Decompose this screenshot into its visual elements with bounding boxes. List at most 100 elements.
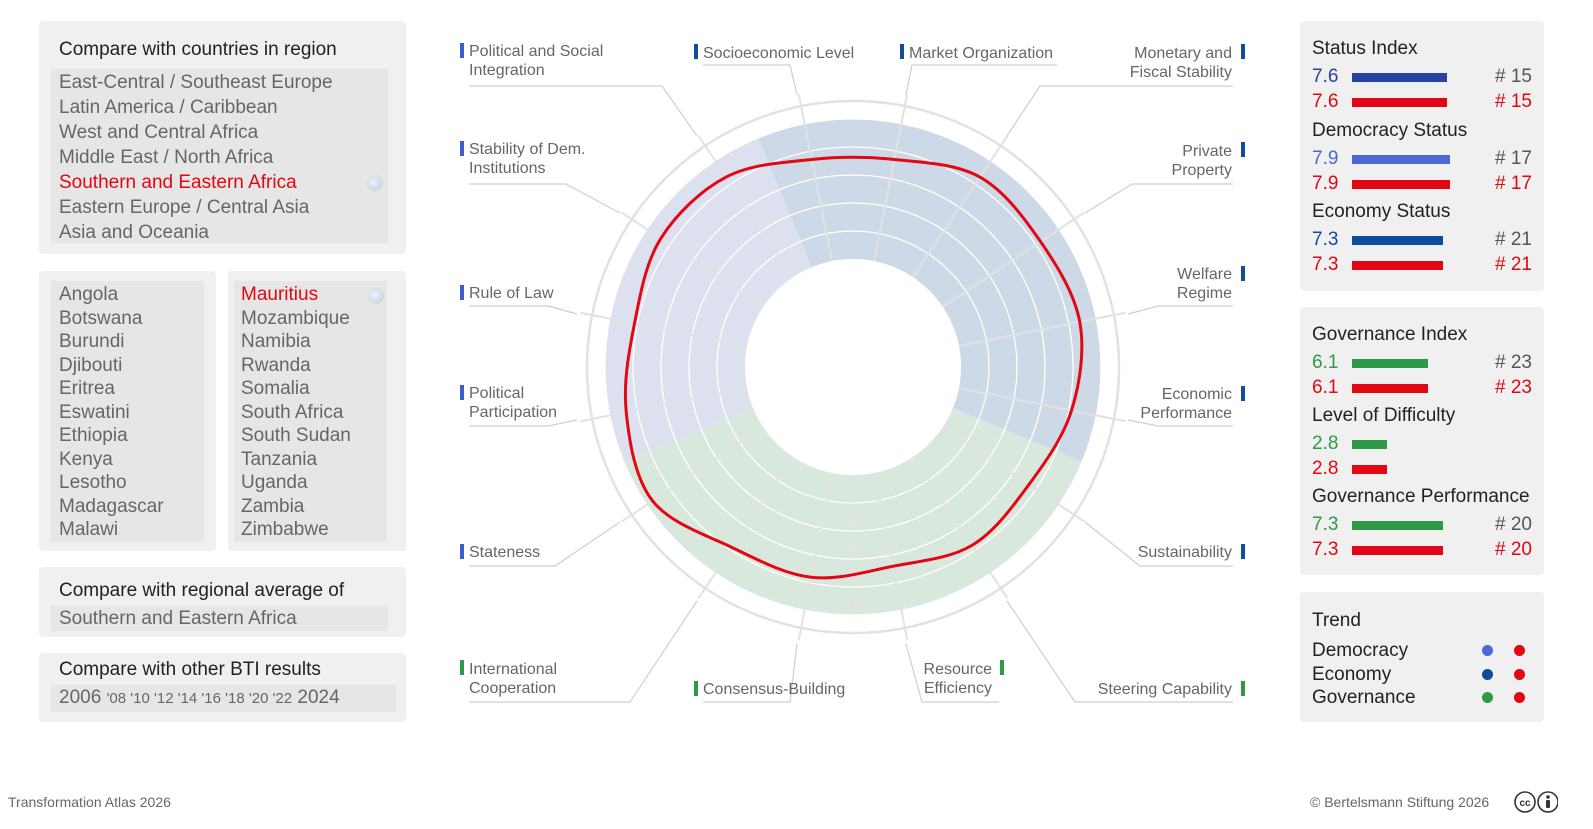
category-marker-icon <box>694 681 698 696</box>
radar-axis-label[interactable]: Private Property <box>1171 143 1232 179</box>
metric-value: 6.1 <box>1312 377 1339 398</box>
category-marker-icon <box>1241 142 1245 157</box>
radar-axis-label[interactable]: Sustainability <box>1137 544 1232 561</box>
metric-value: 7.6 <box>1312 66 1339 87</box>
category-marker-icon <box>1241 544 1245 559</box>
radar-axis-label[interactable]: Resource Efficiency <box>923 661 992 697</box>
radar-spoke <box>580 311 748 347</box>
economy-sector <box>758 119 1101 462</box>
radar-axis-label[interactable]: Rule of Law <box>469 285 554 302</box>
radar-axis-label[interactable]: Socioeconomic Level <box>703 45 855 62</box>
region-list <box>51 69 388 243</box>
year-2024[interactable]: 2024 <box>297 687 340 708</box>
region-item[interactable]: Eastern Europe / Central Asia <box>59 197 310 218</box>
country-item[interactable]: Botswana <box>59 307 143 329</box>
metric-value: 7.3 <box>1312 539 1339 560</box>
radar-center <box>745 259 961 475</box>
label-leader-line <box>1084 183 1233 214</box>
trend-label: Economy <box>1312 663 1392 685</box>
radar-spoke <box>797 472 833 640</box>
regional-average-panel: Compare with regional average of Souther… <box>39 567 406 637</box>
region-item[interactable]: Asia and Oceania <box>59 222 209 243</box>
trend-dot-icon[interactable] <box>1514 692 1525 703</box>
country-item[interactable]: Malawi <box>59 519 119 540</box>
metric-bar <box>1352 359 1428 368</box>
country-item[interactable]: Somalia <box>241 378 310 399</box>
country-item[interactable]: Madagascar <box>59 495 164 517</box>
country-item[interactable]: Uganda <box>241 472 308 493</box>
country-item[interactable]: Namibia <box>241 331 311 352</box>
metric-value: 7.6 <box>1312 91 1339 112</box>
radar-spoke <box>873 472 909 640</box>
radar-axis-label[interactable]: Monetary and Fiscal Stability <box>1129 45 1232 81</box>
category-marker-icon <box>1241 386 1245 401</box>
country-item[interactable]: South Africa <box>241 401 344 423</box>
trend-dot-icon[interactable] <box>1514 645 1525 656</box>
country-item[interactable]: Mozambique <box>241 307 350 329</box>
metric-bar <box>1352 73 1447 82</box>
radar-ring <box>604 118 1102 616</box>
country-item[interactable]: Zambia <box>241 495 305 517</box>
metric-value: 2.8 <box>1312 458 1339 479</box>
trend-dot-icon[interactable] <box>1482 668 1493 680</box>
country-item[interactable]: Burundi <box>59 331 125 352</box>
year-selector[interactable]: 2006 '08 '10 '12 '14 '16 '18 '20 '22 202… <box>59 687 340 709</box>
radar-axis-label[interactable]: Steering Capability <box>1097 681 1232 698</box>
radar-spoke <box>942 426 1085 523</box>
radar-spoke <box>580 387 748 423</box>
trend-dot-icon[interactable] <box>1482 692 1493 703</box>
region-item[interactable]: West and Central Africa <box>59 122 259 143</box>
category-marker-icon <box>460 544 464 559</box>
country-item[interactable]: Tanzania <box>241 448 318 470</box>
radar-spoke <box>942 211 1085 308</box>
radar-spoke <box>958 387 1126 423</box>
governance-performance-title: Governance Performance <box>1312 486 1530 507</box>
trend-dot-icon[interactable] <box>1482 645 1493 656</box>
year-intermediate[interactable]: '08 '10 '12 '14 '16 '18 '20 '22 <box>106 690 293 707</box>
country-item[interactable]: Angola <box>59 284 119 305</box>
regional-average-select[interactable]: Southern and Eastern Africa <box>59 608 297 629</box>
country-item[interactable]: Rwanda <box>241 354 311 376</box>
trend-dot-icon[interactable] <box>1514 668 1525 680</box>
governance-panel <box>1300 307 1544 575</box>
metric-rank: # 17 <box>1495 148 1532 169</box>
radar-outer-ring <box>585 99 1121 635</box>
radar-spoke <box>912 135 1009 278</box>
region-item[interactable]: Middle East / North Africa <box>59 147 274 168</box>
radar-axis-label[interactable]: Stability of Dem. Institutions <box>469 141 586 177</box>
radar-axis-label[interactable]: International Cooperation <box>469 661 558 697</box>
country-item[interactable]: Kenya <box>59 448 113 470</box>
metric-bar <box>1352 465 1387 474</box>
country-item[interactable]: Eswatini <box>59 401 130 423</box>
metric-bar <box>1352 155 1451 164</box>
region-panel-title: Compare with countries in region <box>59 39 337 60</box>
radar-axis-label[interactable]: Economic Performance <box>1140 386 1232 422</box>
country-item[interactable]: Ethiopia <box>59 425 128 446</box>
metric-bar <box>1352 546 1443 555</box>
label-leader-line <box>1006 85 1233 137</box>
country-item[interactable]: Lesotho <box>59 472 127 493</box>
region-item[interactable]: East-Central / Southeast Europe <box>59 72 333 93</box>
region-item[interactable]: Latin America / Caribbean <box>59 97 278 118</box>
governance-sector <box>623 408 1083 615</box>
region-item[interactable]: Southern and Eastern Africa <box>59 172 297 193</box>
category-marker-icon <box>460 660 464 675</box>
metric-value: 7.3 <box>1312 514 1339 535</box>
metric-value: 7.3 <box>1312 254 1339 275</box>
year-2006[interactable]: 2006 <box>59 687 102 708</box>
metric-rank: # 20 <box>1495 514 1532 535</box>
country-item[interactable]: Mauritius <box>241 284 319 305</box>
radar-axis-label[interactable]: Stateness <box>469 544 541 561</box>
country-item[interactable]: Zimbabwe <box>241 519 329 540</box>
country-item[interactable]: Djibouti <box>59 354 123 376</box>
regional-average-title: Compare with regional average of <box>59 580 345 601</box>
radar-axis-label[interactable]: Market Organization <box>909 45 1054 62</box>
country-item[interactable]: South Sudan <box>241 425 351 446</box>
radar-axis-label[interactable]: Political Participation <box>469 385 558 421</box>
radar-axis-label[interactable]: Political and Social Integration <box>469 43 604 79</box>
radar-axis-label[interactable]: Welfare Regime <box>1176 266 1232 302</box>
radar-axis-label[interactable]: Consensus-Building <box>703 681 846 698</box>
selected-indicator-icon <box>367 175 383 191</box>
metric-bar <box>1352 236 1443 245</box>
country-item[interactable]: Eritrea <box>59 378 115 399</box>
